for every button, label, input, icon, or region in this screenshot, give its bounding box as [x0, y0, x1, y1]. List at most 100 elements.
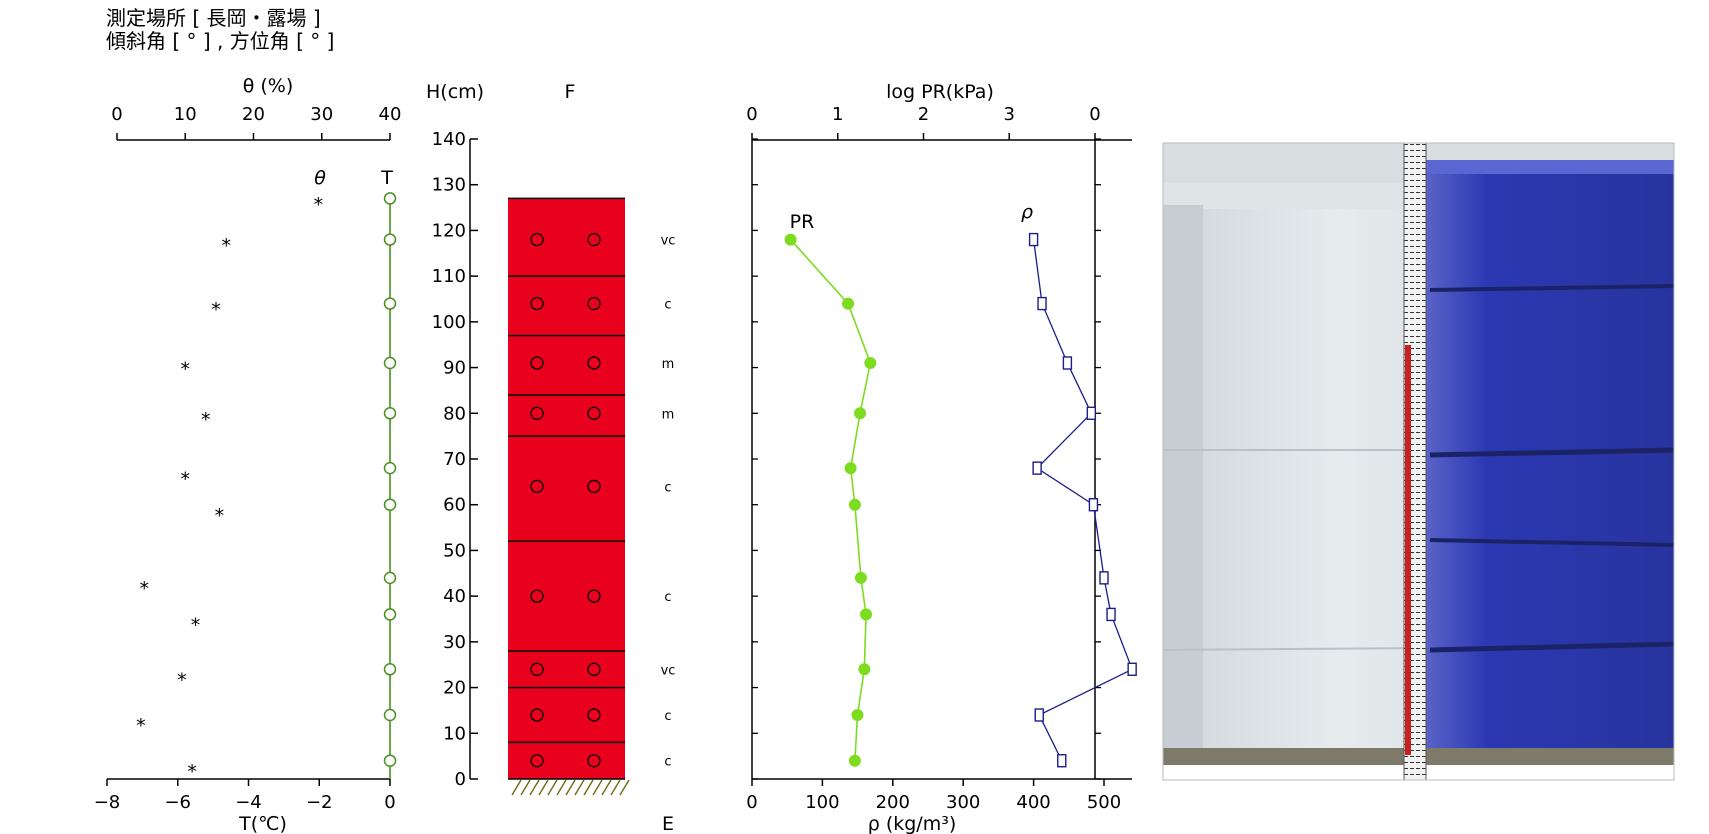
temperature-axis-ticks: −8 −6 −4 −2 0 — [94, 779, 396, 813]
density-point — [1028, 232, 1039, 247]
angle-title: 傾斜角 [ ° ] , 方位角 [ ° ] — [106, 29, 334, 53]
density-point — [1057, 754, 1067, 768]
layer-boundaries — [508, 197, 625, 780]
density-tick-label: 500 — [1087, 792, 1121, 813]
snow-wall-photo — [1162, 142, 1675, 781]
pr-point — [864, 357, 877, 369]
layer-marker — [530, 708, 544, 722]
right-frame-ticks — [752, 138, 1101, 780]
theta-point: * — [140, 578, 150, 600]
grain-labels: vc c m m c c vc c c — [661, 234, 676, 770]
temperature-series — [383, 192, 397, 779]
theta-point: * — [181, 468, 191, 490]
theta-series: * * * * * * * * * * * * — [136, 194, 323, 783]
grain-label: c — [664, 480, 671, 495]
height-axis-label: H(cm) — [426, 81, 484, 103]
layer-marker — [530, 296, 544, 311]
theta-point: * — [211, 299, 221, 321]
theta-point: * — [177, 669, 187, 691]
density-point — [1088, 498, 1099, 512]
pr-axis-label: log PR(kPa) — [886, 81, 994, 103]
theta-tick-label: 30 — [310, 104, 333, 125]
layer-marker — [530, 406, 544, 420]
height-tick-label: 90 — [443, 358, 466, 379]
density-tick-label: 0 — [746, 792, 757, 813]
grain-label: vc — [661, 663, 676, 678]
ground-hatch — [511, 779, 630, 796]
density-series — [1028, 232, 1137, 768]
theta-temperature-panel: θ (%) 0 10 20 30 40 −8 −6 −4 −2 0 T(℃) θ T *****… — [94, 75, 402, 834]
layer-marker — [530, 356, 544, 370]
layer-bottom-label: E — [662, 813, 674, 834]
temperature-point — [383, 754, 397, 767]
layer-marker — [530, 662, 544, 676]
temperature-tick-label: −4 — [235, 792, 262, 813]
theta-point: * — [136, 715, 146, 737]
density-tick-label: 300 — [946, 792, 980, 813]
grain-label: c — [664, 755, 671, 770]
theta-tick-label: 20 — [242, 104, 265, 125]
photo-layer-band — [1429, 641, 1675, 653]
ground-hatch-line — [610, 779, 621, 796]
temperature-point — [383, 407, 397, 420]
height-tick-label: 140 — [432, 129, 466, 150]
pr-point — [854, 407, 867, 420]
theta-series-label: θ — [314, 167, 326, 189]
photo-dyed-layer — [1425, 160, 1674, 765]
density-axis-ticks: 0 100 200 300 400 500 — [746, 779, 1121, 813]
temperature-point — [383, 498, 397, 511]
pr-tick-label: 3 — [1004, 104, 1015, 125]
height-tick-label: 100 — [432, 312, 466, 333]
ground-hatch-line — [511, 779, 522, 796]
density-series-label: ρ — [1021, 201, 1033, 223]
ground-hatch-line — [592, 779, 603, 796]
height-tick-label: 60 — [443, 495, 466, 516]
height-tick-label: 70 — [443, 449, 466, 470]
layer-markers — [530, 232, 601, 768]
ground-hatch-line — [556, 779, 567, 796]
grain-label: c — [664, 590, 671, 605]
photo-frame — [1162, 142, 1675, 781]
pr-point — [848, 754, 861, 767]
height-tick-label: 40 — [443, 586, 466, 607]
layer-marker — [587, 589, 601, 603]
density-point — [1086, 406, 1097, 420]
density-point — [1032, 461, 1042, 475]
ground-hatch-line — [574, 779, 585, 796]
grain-label: vc — [661, 234, 676, 249]
photo-layer-band — [1429, 284, 1675, 292]
pr-point — [848, 498, 861, 511]
density-point — [1099, 571, 1109, 585]
pr-tick-label: 0 — [746, 104, 757, 125]
layer-marker — [587, 708, 601, 722]
layer-marker — [587, 296, 601, 311]
pr-tick-label: 1 — [832, 104, 843, 125]
density-line — [1032, 239, 1133, 762]
density-point — [1127, 662, 1137, 676]
height-axis-ticks: 0 10 20 30 40 50 60 70 80 90 100 110 120 130 140 — [432, 129, 478, 790]
theta-point: * — [181, 359, 191, 381]
layer-marker — [530, 754, 544, 768]
ground-hatch-line — [529, 779, 540, 796]
theta-tick-label: 0 — [111, 104, 122, 125]
density-tick-label: 200 — [876, 792, 910, 813]
photo-left-shadow — [1163, 205, 1203, 765]
pr-point — [844, 462, 857, 475]
photo-dyed-top — [1425, 160, 1674, 174]
ground-hatch-line — [601, 779, 612, 796]
temperature-tick-label: −8 — [94, 792, 121, 813]
density-point — [1034, 708, 1044, 722]
temperature-point — [383, 608, 397, 621]
pr-point — [860, 608, 873, 621]
theta-tick-label: 10 — [174, 104, 197, 125]
temperature-point — [383, 192, 397, 205]
layer-marker — [587, 406, 601, 420]
temperature-point — [383, 356, 397, 370]
height-tick-label: 10 — [443, 723, 466, 744]
height-tick-label: 110 — [432, 266, 466, 287]
grain-label: c — [664, 298, 671, 313]
layer-marker — [530, 589, 544, 603]
pr-axis-ticks: 0 1 2 3 0 — [746, 104, 1101, 140]
density-tick-label: 100 — [805, 792, 839, 813]
